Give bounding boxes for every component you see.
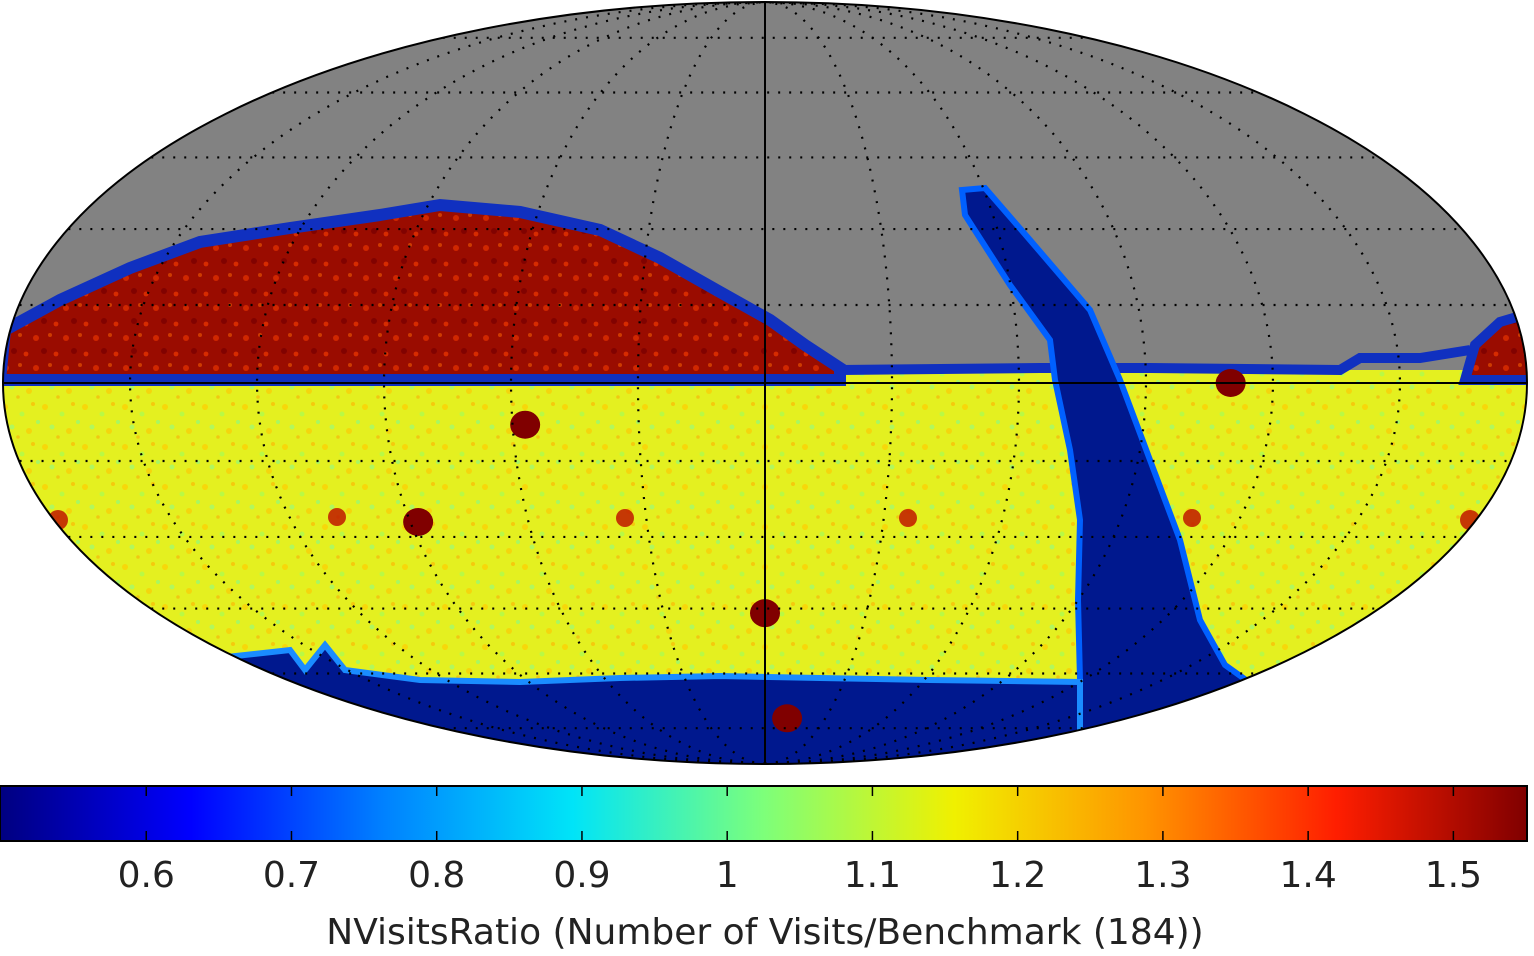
colorbar-bar <box>0 785 1528 842</box>
hotspot <box>616 509 634 527</box>
hotspot <box>48 510 68 530</box>
colorbar-tick-label: 1.3 <box>1134 855 1191 896</box>
colorbar-tick-label: 1.2 <box>989 855 1046 896</box>
mollweide-map <box>3 2 1527 764</box>
hotspot <box>899 509 917 527</box>
deep-drilling-field <box>772 704 803 733</box>
map-outline <box>2 1 1528 765</box>
colorbar-tick-label: 1.4 <box>1280 855 1337 896</box>
colorbar-title: NVisitsRatio (Number of Visits/Benchmark… <box>326 912 1203 953</box>
hotspot <box>328 508 346 526</box>
galactic-plane-region <box>958 184 1265 764</box>
colorbar-tick-label: 0.9 <box>553 855 610 896</box>
colorbar-tick-label: 0.7 <box>263 855 320 896</box>
deep-drilling-field <box>403 507 434 536</box>
deep-drilling-fields <box>403 369 1246 733</box>
colorbar: 0.6 0.7 0.8 0.9 1 1.1 1.2 1.3 1.4 1.5 NVisitsRati… <box>0 785 1528 953</box>
survey-north-edge <box>839 345 1471 376</box>
hotspots <box>48 508 1480 530</box>
north-ecliptic-region-east <box>1458 305 1527 385</box>
graticule <box>19 2 1511 764</box>
colorbar-tick-label: 1.5 <box>1425 855 1482 896</box>
colorbar-tick-label: 0.6 <box>118 855 175 896</box>
colorbar-tick-label: 1.1 <box>844 855 901 896</box>
north-ecliptic-region <box>3 198 846 386</box>
colorbar-tick-label: 1 <box>716 855 739 896</box>
hotspot <box>1183 509 1201 527</box>
deep-drilling-field <box>510 410 541 439</box>
colorbar-ticks: 0.6 0.7 0.8 0.9 1 1.1 1.2 1.3 1.4 1.5 <box>118 786 1482 896</box>
colorbar-tick-label: 0.8 <box>408 855 465 896</box>
